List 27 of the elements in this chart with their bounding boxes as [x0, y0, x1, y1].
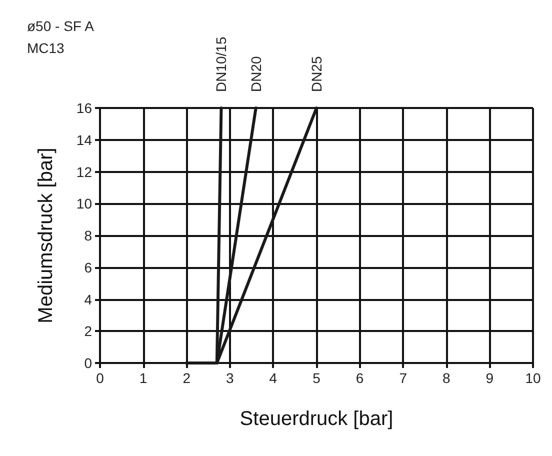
y-tick-label: 14 — [76, 132, 92, 148]
x-tick-label: 5 — [312, 370, 321, 386]
text: DN20 — [248, 56, 264, 92]
x-tick-label: 9 — [486, 370, 494, 386]
y-axis-title: Mediumsdruck [bar] — [35, 148, 57, 324]
x-tick-label: 1 — [139, 370, 148, 386]
x-tick-label: 0 — [96, 370, 104, 386]
y-tick-label: 4 — [84, 291, 92, 308]
x-tick-label: 7 — [399, 370, 408, 386]
text: DN25 — [308, 56, 324, 92]
y-tick-label: 0 — [84, 355, 92, 371]
x-axis-title: Steuerdruck [bar] — [240, 408, 394, 430]
chart-title: ø50 - SF A — [27, 18, 95, 34]
chart-subtitle: MC13 — [27, 40, 65, 56]
y-tick-label: 10 — [76, 196, 92, 212]
x-tick-label: 3 — [226, 370, 234, 386]
y-tick-label: 6 — [84, 259, 92, 276]
y-tick-label: 12 — [76, 164, 92, 180]
y-tick-label: 2 — [84, 323, 92, 340]
x-tick-label: 8 — [442, 370, 450, 386]
text: DN10/15 — [213, 36, 230, 92]
x-tick-label: 10 — [525, 370, 541, 386]
x-tick-label: 6 — [356, 370, 364, 386]
x-tick-label: 4 — [269, 370, 278, 386]
y-tick-label: 16 — [76, 100, 92, 116]
y-tick-label: 8 — [84, 228, 92, 244]
x-tick-label: 2 — [182, 370, 191, 386]
